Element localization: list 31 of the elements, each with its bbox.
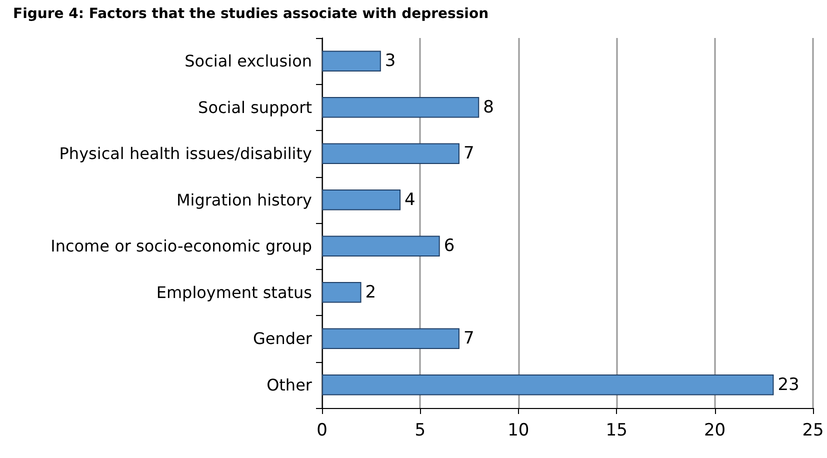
- bar: [322, 143, 460, 164]
- x-tick-label: 5: [414, 420, 426, 440]
- bar: [322, 374, 774, 396]
- data-label: 6: [444, 236, 455, 256]
- data-label: 4: [404, 190, 416, 210]
- y-tick-label: Social exclusion: [184, 52, 312, 71]
- bar: [322, 96, 480, 118]
- chart-title: Figure 4: Factors that the studies associate with depression: [13, 6, 489, 22]
- bar: [322, 328, 460, 350]
- data-label: 23: [778, 374, 800, 395]
- x-tick-label: 0: [316, 420, 328, 440]
- x-tick-label: 25: [802, 420, 824, 440]
- x-tick-label: 10: [508, 420, 530, 440]
- y-tick-label: Other: [266, 375, 312, 394]
- y-tick-label: Physical health issues/disability: [59, 144, 312, 164]
- data-label: 8: [483, 97, 494, 118]
- bar: [322, 50, 381, 72]
- y-tick-label: Employment status: [156, 282, 312, 302]
- y-tick-label: Social support: [198, 98, 312, 117]
- bar: [322, 282, 362, 303]
- x-tick-label: 20: [704, 420, 726, 440]
- data-label: 2: [365, 282, 376, 302]
- y-tick-label: Gender: [253, 329, 312, 348]
- bar: [322, 189, 401, 210]
- bar: [322, 236, 440, 257]
- data-label: 7: [463, 144, 474, 164]
- y-tick-label: Migration history: [176, 190, 312, 210]
- x-tick-label: 15: [606, 420, 628, 440]
- y-tick-label: Income or socio-economic group: [50, 236, 312, 256]
- data-label: 7: [463, 328, 474, 349]
- data-label: 3: [384, 51, 396, 72]
